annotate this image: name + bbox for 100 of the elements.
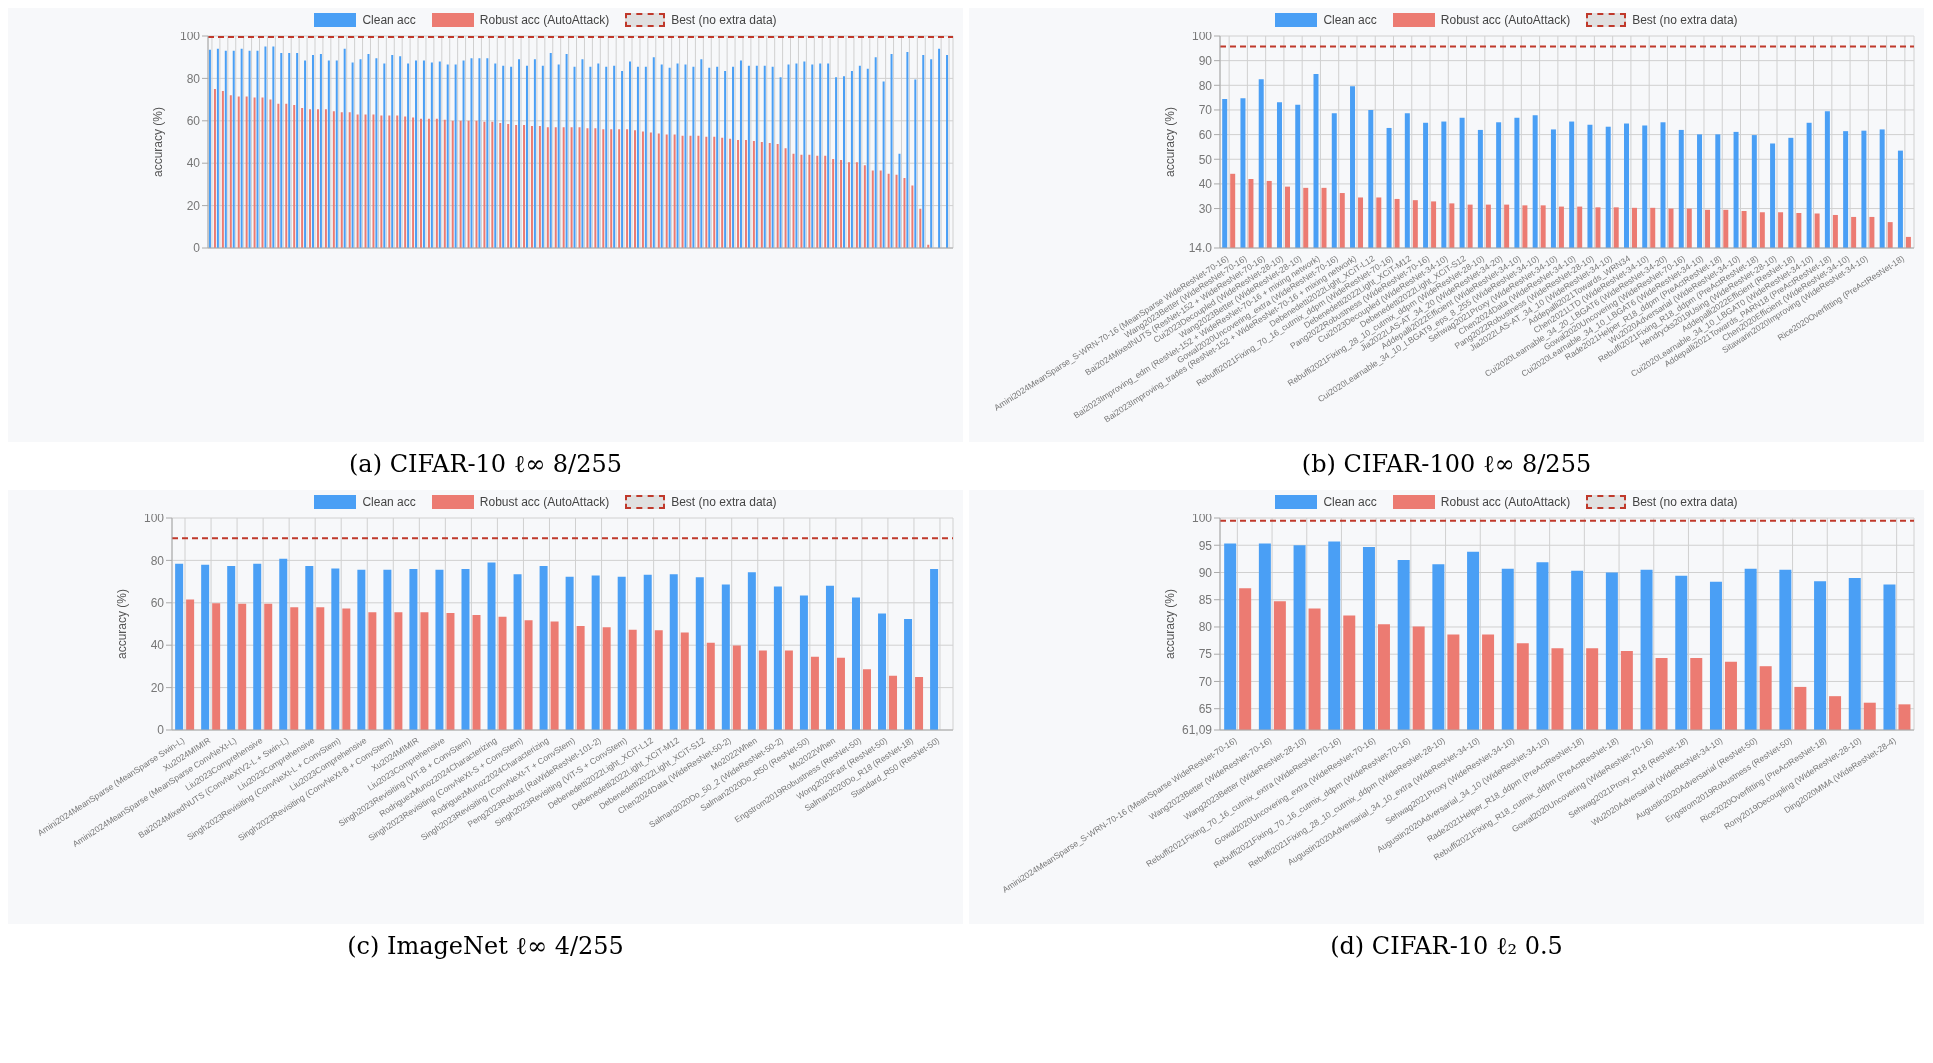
bar xyxy=(803,61,806,248)
y-tick-label: 20 xyxy=(150,680,165,695)
bar xyxy=(304,60,307,248)
bar xyxy=(332,111,335,248)
y-tick-label: 70 xyxy=(1198,103,1213,118)
bar xyxy=(602,129,605,248)
bar xyxy=(375,58,378,248)
bar xyxy=(890,54,893,248)
bar xyxy=(407,63,410,248)
bar xyxy=(343,48,346,248)
bar xyxy=(755,65,758,248)
bar xyxy=(573,66,576,248)
bar xyxy=(668,67,671,248)
y-axis-title: accuracy (%) xyxy=(151,106,166,178)
bar xyxy=(825,585,834,730)
bar xyxy=(229,95,232,248)
y-tick-label: 90 xyxy=(1198,53,1213,68)
bar xyxy=(296,52,299,248)
legend-label: Best (no extra data) xyxy=(671,495,777,509)
bar xyxy=(602,627,611,730)
bar xyxy=(795,63,798,248)
bar xyxy=(827,63,830,248)
bar xyxy=(684,64,687,248)
bar xyxy=(641,131,644,248)
bar xyxy=(594,128,597,248)
bar xyxy=(903,178,906,248)
bar xyxy=(524,620,533,730)
bar xyxy=(388,115,391,248)
bar xyxy=(288,52,291,248)
bar xyxy=(237,96,240,248)
bar xyxy=(253,97,256,248)
y-tick-label: 40 xyxy=(1198,177,1213,192)
bar xyxy=(747,572,756,730)
bar xyxy=(415,60,418,248)
bar xyxy=(816,155,819,248)
bar xyxy=(248,50,251,248)
bar xyxy=(340,112,343,248)
bar xyxy=(550,621,559,730)
bar xyxy=(676,63,679,248)
bar xyxy=(721,584,730,730)
bar xyxy=(695,577,704,730)
y-tick-label: 40 xyxy=(150,638,165,653)
bar xyxy=(644,66,647,248)
bar xyxy=(621,70,624,248)
y-tick-label: 61,09 xyxy=(1181,723,1213,738)
bar xyxy=(847,162,850,248)
bar xyxy=(906,51,909,248)
bar xyxy=(634,130,636,248)
bar xyxy=(224,50,227,248)
bar xyxy=(285,103,288,248)
bar xyxy=(732,645,741,730)
bar xyxy=(245,96,248,248)
bar xyxy=(850,70,853,248)
bar xyxy=(483,121,486,248)
bar xyxy=(871,170,874,248)
bar xyxy=(216,48,219,248)
bar xyxy=(240,48,243,248)
bar xyxy=(763,65,766,248)
bar xyxy=(898,153,901,248)
bar xyxy=(324,109,327,248)
bar xyxy=(253,563,262,730)
bar xyxy=(451,120,454,248)
bar xyxy=(427,118,430,248)
text: (d) CIFAR-10 ℓ₂ 0.5 xyxy=(969,924,1924,968)
bar xyxy=(586,128,589,248)
bar xyxy=(372,114,375,248)
y-tick-label: 60 xyxy=(150,596,165,611)
bar xyxy=(878,613,887,730)
bar xyxy=(221,91,224,248)
bar xyxy=(316,109,319,248)
bar xyxy=(554,127,557,248)
bar xyxy=(380,115,383,248)
bar xyxy=(264,46,267,248)
legend-label: Robust acc (AutoAttack) xyxy=(479,13,610,27)
bar xyxy=(475,120,478,248)
bar xyxy=(636,66,639,248)
bar xyxy=(680,632,689,730)
bar xyxy=(697,135,700,248)
bar xyxy=(186,599,195,730)
bar xyxy=(256,50,259,248)
bar xyxy=(280,52,283,248)
bar xyxy=(319,54,322,248)
bar xyxy=(930,59,933,248)
bar xyxy=(643,574,652,730)
bar xyxy=(605,66,608,248)
bar xyxy=(771,66,774,248)
bar xyxy=(301,108,304,248)
legend-label: Clean acc xyxy=(362,495,416,509)
y-tick-label: 100 xyxy=(179,29,201,44)
bar xyxy=(486,58,489,248)
bar xyxy=(565,576,574,730)
bar xyxy=(356,114,359,248)
bar xyxy=(364,114,367,248)
bar xyxy=(309,109,312,248)
bar xyxy=(438,61,441,248)
y-tick-label: 0 xyxy=(193,241,201,256)
bar xyxy=(446,64,449,248)
bar xyxy=(799,595,808,730)
bar xyxy=(773,586,782,730)
y-tick-label: 70 xyxy=(1198,674,1213,689)
